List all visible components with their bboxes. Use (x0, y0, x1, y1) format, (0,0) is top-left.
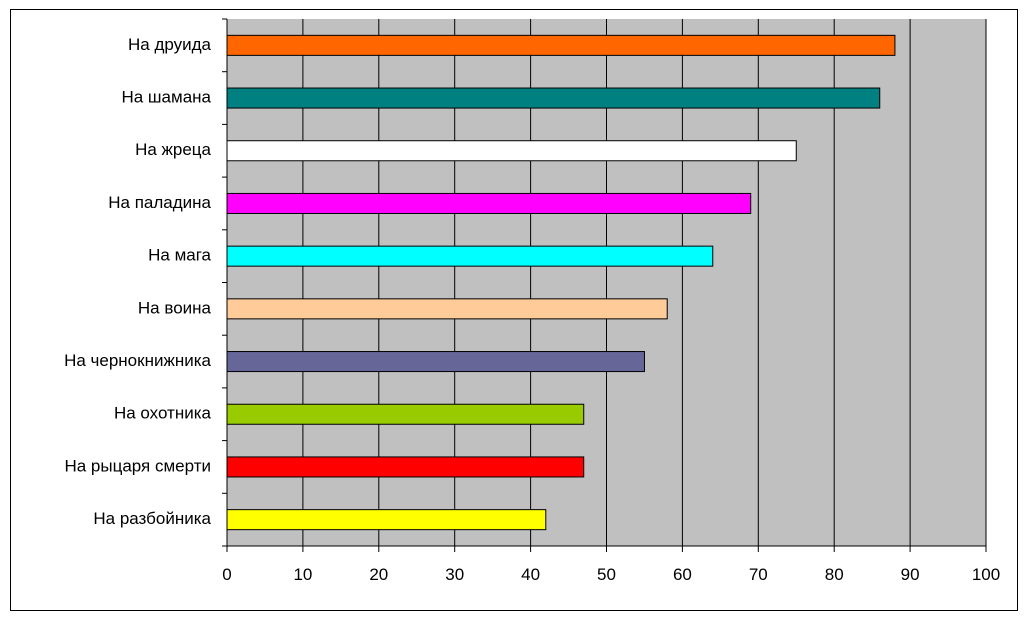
category-label: На чернокнижника (64, 351, 211, 370)
bar (226, 140, 797, 162)
x-tick-label: 30 (445, 565, 464, 584)
category-label: На воина (138, 298, 212, 317)
category-label: На жреца (135, 140, 211, 159)
y-axis-ticks (222, 18, 227, 547)
bar (226, 456, 585, 478)
x-tick-label: 20 (369, 565, 388, 584)
category-labels: На друида На шамана На жреца На паладина На … (64, 35, 211, 528)
bar (226, 403, 585, 425)
category-label: На охотника (114, 404, 212, 423)
bar (226, 509, 547, 531)
category-label: На рыцаря смерти (64, 456, 211, 475)
bar (226, 245, 714, 267)
x-tick-label: 80 (825, 565, 844, 584)
bar (226, 298, 668, 320)
x-tick-label: 90 (901, 565, 920, 584)
x-tick-label: 60 (673, 565, 692, 584)
x-tick-label: 40 (521, 565, 540, 584)
x-tick-labels: 0 10 20 30 40 50 60 70 80 90 100 (222, 565, 1000, 584)
bar (226, 34, 896, 56)
bar (226, 192, 752, 214)
category-label: На мага (148, 246, 211, 265)
bar (226, 87, 881, 109)
x-tick-label: 10 (293, 565, 312, 584)
bars (226, 34, 896, 531)
x-tick-label: 100 (972, 565, 1000, 584)
x-tick-label: 70 (749, 565, 768, 584)
category-label: На разбойника (93, 509, 211, 528)
bar (226, 351, 645, 373)
category-label: На паладина (108, 193, 211, 212)
x-axis-ticks (226, 546, 987, 552)
category-label: На друида (128, 35, 212, 54)
x-tick-label: 50 (597, 565, 616, 584)
category-label: На шамана (121, 88, 211, 107)
x-tick-label: 0 (222, 565, 231, 584)
